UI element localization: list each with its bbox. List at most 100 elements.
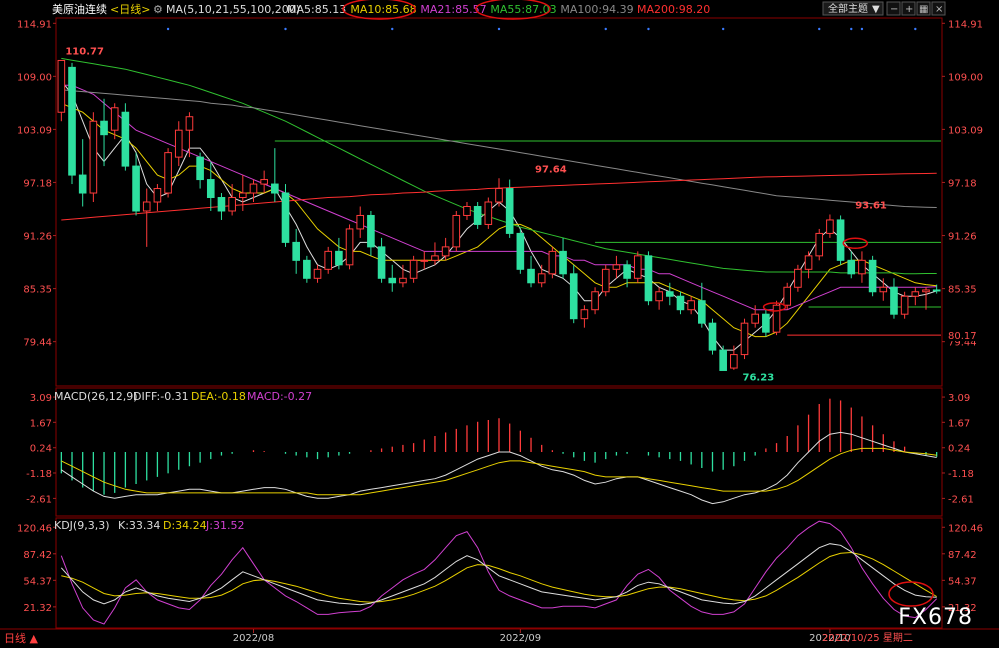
candle[interactable]	[730, 345, 738, 370]
candle[interactable]	[740, 318, 749, 360]
candle[interactable]	[206, 161, 215, 211]
candle[interactable]	[153, 184, 162, 211]
candle[interactable]	[121, 103, 130, 171]
candle[interactable]	[655, 287, 663, 310]
candle[interactable]	[399, 264, 407, 288]
settings-icon[interactable]: ⚙	[153, 3, 163, 16]
candle[interactable]	[473, 202, 482, 229]
candle[interactable]	[271, 148, 279, 202]
event-marker[interactable]	[604, 27, 607, 31]
candle[interactable]	[751, 305, 760, 328]
candle[interactable]	[687, 296, 695, 315]
layout-button[interactable]	[916, 1, 931, 16]
candle[interactable]	[836, 215, 845, 265]
candle[interactable]	[409, 255, 418, 283]
event-marker[interactable]	[914, 27, 917, 31]
candle[interactable]	[420, 251, 429, 270]
candle[interactable]	[335, 237, 343, 270]
candle[interactable]	[580, 305, 589, 328]
candle[interactable]	[698, 282, 706, 328]
candle[interactable]	[783, 282, 792, 310]
candle[interactable]	[238, 175, 247, 211]
candle[interactable]	[879, 278, 888, 301]
close-panel-button[interactable]	[931, 1, 946, 16]
event-marker[interactable]	[284, 27, 287, 31]
event-marker[interactable]	[721, 27, 725, 31]
event-marker[interactable]	[647, 27, 650, 31]
candle[interactable]	[345, 224, 354, 270]
candle[interactable]	[847, 251, 856, 279]
event-marker[interactable]	[391, 27, 394, 31]
zoom-out-button[interactable]	[886, 1, 901, 16]
candle[interactable]	[68, 62, 76, 185]
candle[interactable]	[527, 255, 535, 288]
candle[interactable]	[463, 202, 471, 220]
candle[interactable]	[388, 264, 397, 292]
candle[interactable]	[303, 255, 311, 283]
candle[interactable]	[708, 318, 717, 355]
candle[interactable]	[484, 197, 493, 229]
candle[interactable]	[633, 251, 642, 283]
candle[interactable]	[174, 121, 183, 167]
candle[interactable]	[772, 300, 781, 336]
candle[interactable]	[804, 251, 813, 279]
candle[interactable]	[377, 237, 386, 283]
candle[interactable]	[601, 264, 610, 297]
candle[interactable]	[495, 178, 503, 207]
candle[interactable]	[431, 242, 439, 265]
candle[interactable]	[548, 246, 557, 279]
candle[interactable]	[623, 260, 631, 288]
candlestick-panel[interactable]: 114.91 114.91 109.00 109.00 103.09 103.09 97.1…	[17, 17, 983, 387]
candle[interactable]	[815, 228, 824, 261]
candle[interactable]	[858, 251, 866, 283]
candle[interactable]	[281, 184, 290, 247]
candle[interactable]	[559, 237, 567, 279]
candle[interactable]	[868, 255, 877, 297]
candle[interactable]	[292, 228, 300, 274]
candle[interactable]	[665, 282, 674, 306]
candle[interactable]	[569, 264, 578, 324]
kdj-panel[interactable]: 120.46 120.46 87.42 87.42 54.37 54.37 21.32 21.…	[17, 517, 983, 629]
candle[interactable]	[185, 112, 194, 158]
candle[interactable]	[249, 179, 258, 202]
candle[interactable]	[228, 184, 236, 216]
event-marker[interactable]	[850, 27, 853, 31]
candle[interactable]	[100, 98, 108, 167]
candle[interactable]	[196, 152, 204, 189]
candle[interactable]	[441, 237, 450, 261]
candle[interactable]	[217, 193, 226, 220]
candle[interactable]	[142, 188, 151, 247]
zoom-in-button[interactable]	[901, 1, 916, 16]
candle[interactable]	[110, 103, 119, 140]
period-label[interactable]: <日线>	[110, 2, 150, 16]
candle[interactable]	[516, 228, 525, 274]
macd-panel[interactable]: 3.09 3.09 1.67 1.67 0.24 0.24 -1.18 -1.18 -2.61 -…	[26, 387, 974, 517]
candle[interactable]	[900, 291, 909, 319]
candle[interactable]	[644, 251, 653, 306]
candle[interactable]	[78, 139, 87, 207]
event-marker[interactable]	[818, 27, 821, 31]
candle[interactable]	[762, 309, 770, 337]
candle[interactable]	[890, 278, 898, 319]
candle[interactable]	[452, 210, 461, 252]
candle[interactable]	[826, 214, 834, 238]
candle[interactable]	[612, 255, 621, 279]
candle[interactable]	[794, 264, 802, 292]
candle[interactable]	[164, 148, 172, 198]
candle[interactable]	[922, 287, 930, 310]
candle[interactable]	[356, 206, 365, 238]
theme-button[interactable]	[822, 1, 884, 16]
event-marker[interactable]	[497, 27, 501, 31]
candle[interactable]	[57, 59, 66, 122]
event-marker[interactable]	[860, 27, 864, 31]
candle[interactable]	[132, 152, 140, 216]
candle[interactable]	[719, 345, 727, 371]
candle[interactable]	[932, 284, 941, 294]
candle[interactable]	[591, 287, 599, 315]
candle[interactable]	[505, 179, 514, 238]
candle[interactable]	[537, 264, 546, 288]
candle[interactable]	[911, 287, 920, 306]
theme-dropdown-icon[interactable]: ▼	[872, 4, 880, 15]
candle[interactable]	[260, 170, 268, 194]
candle[interactable]	[676, 291, 685, 315]
